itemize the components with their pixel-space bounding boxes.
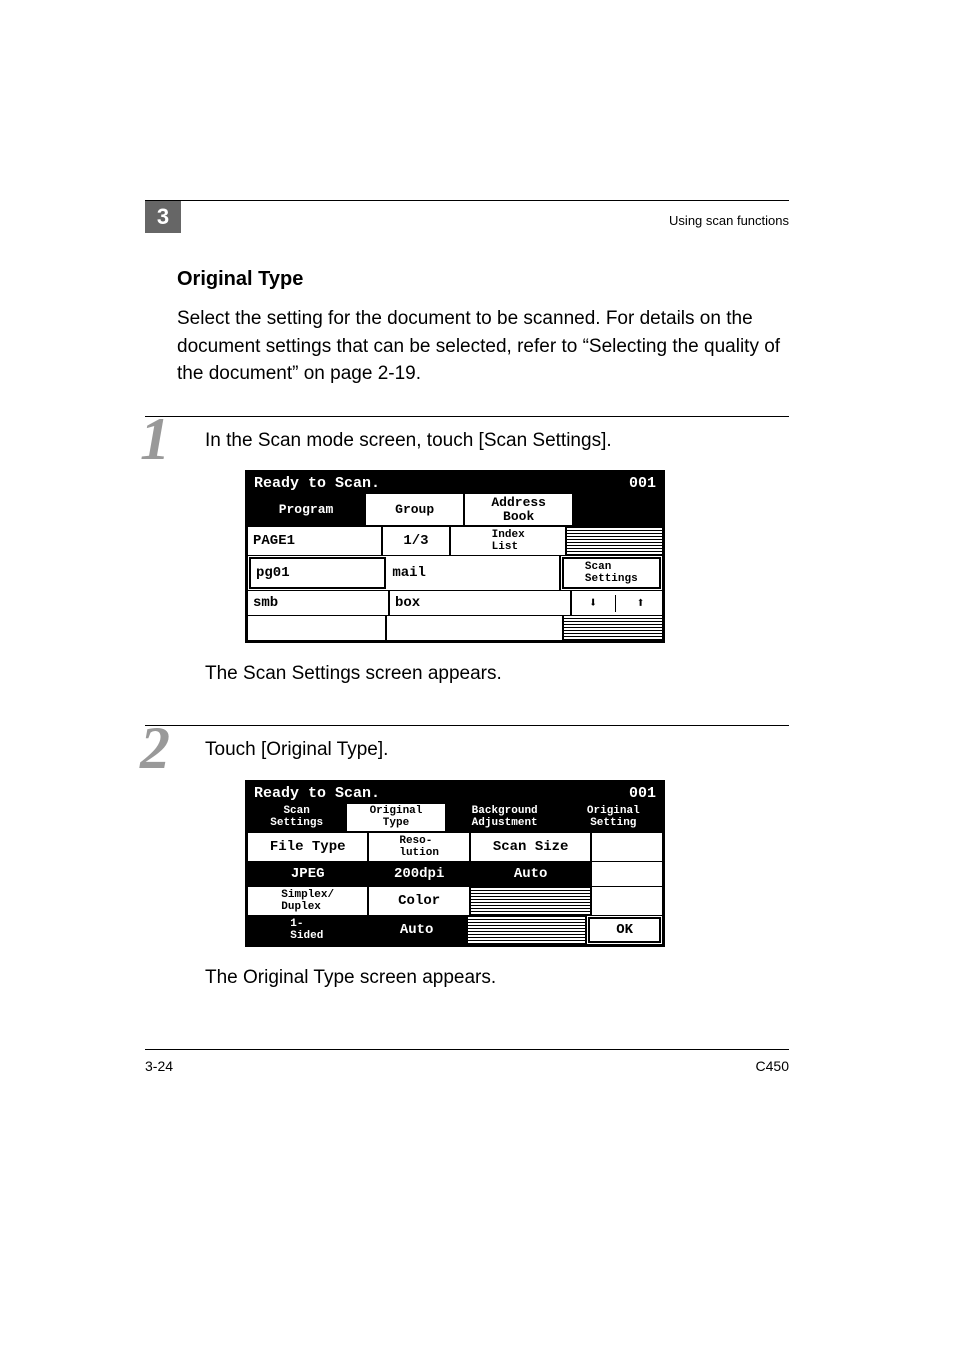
lcd2-auto-size-button[interactable]: Auto <box>471 862 592 886</box>
lcd1-empty3 <box>564 616 662 640</box>
lcd2-row3-blank <box>592 887 662 915</box>
lcd1-empty2 <box>387 616 565 640</box>
step-2-text: Touch [Original Type]. <box>205 736 789 764</box>
lcd1-tab-address-book[interactable]: Address Book <box>465 494 574 525</box>
running-head: Using scan functions <box>669 213 789 228</box>
lcd1-page-count: 1/3 <box>383 527 452 555</box>
lcd2-resolution-label: Reso- lution <box>369 833 471 861</box>
lcd2-jpeg-button[interactable]: JPEG <box>248 862 369 886</box>
lcd1-pg01[interactable]: pg01 <box>249 557 386 589</box>
section-intro: Select the setting for the document to b… <box>177 305 789 388</box>
lcd2-color-label: Color <box>369 887 471 915</box>
lcd-screen-2: Ready to Scan. 001 Scan Settings Origina… <box>245 780 665 947</box>
lcd1-tab-program[interactable]: Program <box>248 494 366 525</box>
lcd2-tab-scan-settings[interactable]: Scan Settings <box>248 804 347 831</box>
step-1-number: 1 <box>140 409 170 469</box>
up-arrow-icon[interactable]: ⬆ <box>620 595 663 612</box>
chapter-badge: 3 <box>145 201 181 233</box>
lcd2-file-type-label: File Type <box>248 833 369 861</box>
lcd2-ok-button[interactable]: OK <box>588 917 661 943</box>
lcd2-row3-hatch <box>471 887 592 915</box>
lcd2-scan-size-label: Scan Size <box>471 833 592 861</box>
lcd2-tab-original-type[interactable]: Original Type <box>347 804 446 831</box>
step-1-text: In the Scan mode screen, touch [Scan Set… <box>205 427 789 455</box>
lcd1-empty1 <box>248 616 387 640</box>
footer-page-number: 3-24 <box>145 1058 173 1074</box>
lcd2-title-right: 001 <box>629 785 656 802</box>
lcd1-scan-settings-button[interactable]: Scan Settings <box>562 557 661 589</box>
down-arrow-icon[interactable]: ⬇ <box>572 595 616 612</box>
lcd2-tab-original-setting[interactable]: Original Setting <box>565 804 662 831</box>
footer-model: C450 <box>756 1058 789 1074</box>
step-1: 1 In the Scan mode screen, touch [Scan S… <box>145 416 789 686</box>
lcd2-simplex-label: Simplex/ Duplex <box>248 887 369 915</box>
step-2-number: 2 <box>140 718 170 778</box>
lcd2-row1-blank <box>592 833 662 861</box>
lcd2-200dpi-button[interactable]: 200dpi <box>369 862 471 886</box>
lcd2-tab-background[interactable]: Background Adjustment <box>447 804 565 831</box>
lcd1-tab-blank <box>574 494 662 525</box>
lcd2-auto-color-button[interactable]: Auto <box>368 916 468 944</box>
page-footer: 3-24 C450 <box>145 1049 789 1074</box>
lcd2-1sided-button[interactable]: 1- Sided <box>248 916 368 944</box>
lcd2-title-left: Ready to Scan. <box>254 785 380 802</box>
lcd1-title-left: Ready to Scan. <box>254 475 380 492</box>
lcd2-row2-blank <box>592 862 662 886</box>
lcd1-tab-group[interactable]: Group <box>366 494 465 525</box>
lcd1-smb[interactable]: smb <box>248 591 390 615</box>
lcd1-box[interactable]: box <box>390 591 572 615</box>
step-2-result: The Original Type screen appears. <box>205 967 789 989</box>
step-1-result: The Scan Settings screen appears. <box>205 663 789 685</box>
step-2: 2 Touch [Original Type]. Ready to Scan. … <box>145 725 789 989</box>
page-header: 3 Using scan functions <box>145 200 789 233</box>
lcd1-title-right: 001 <box>629 475 656 492</box>
lcd1-row1-blank <box>567 527 662 555</box>
lcd1-index-list[interactable]: Index List <box>451 527 567 555</box>
lcd2-row4-hatch <box>468 916 588 944</box>
lcd1-mail[interactable]: mail <box>387 556 560 590</box>
lcd-screen-1: Ready to Scan. 001 Program Group Address… <box>245 470 665 643</box>
section-title: Original Type <box>177 268 789 291</box>
lcd1-page-label: PAGE1 <box>248 527 383 555</box>
